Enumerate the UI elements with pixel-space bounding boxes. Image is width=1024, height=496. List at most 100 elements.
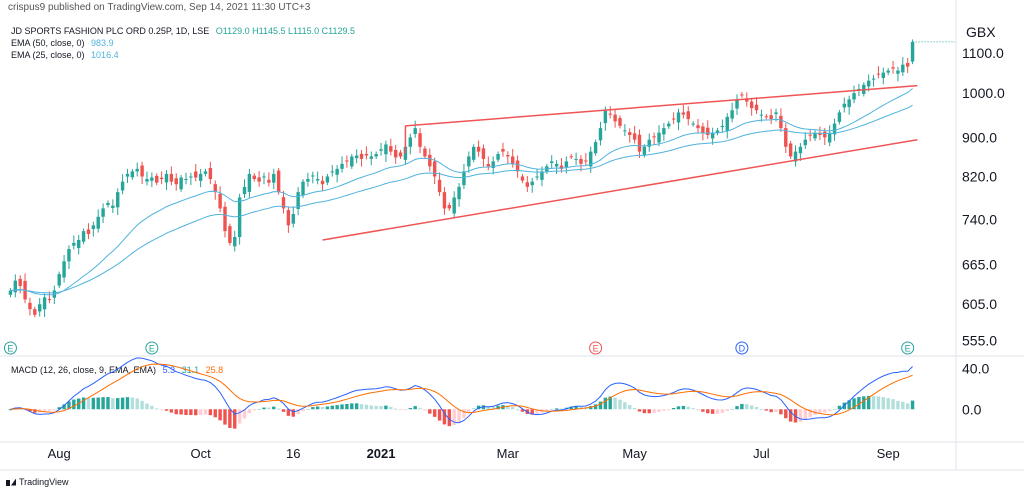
macd-histogram-bar	[96, 397, 100, 410]
macd-histogram-bar	[774, 409, 778, 413]
macd-histogram-bar	[696, 409, 700, 411]
event-marker[interactable]	[3, 341, 17, 355]
macd-histogram-bar	[33, 409, 37, 413]
macd-histogram-bar	[779, 409, 783, 415]
macd-histogram-bar	[286, 409, 291, 416]
candle-body	[291, 213, 295, 224]
event-marker[interactable]	[589, 341, 603, 355]
candle-body	[354, 155, 359, 159]
publisher-header: crispus9 published on TradingView.com, S…	[8, 2, 311, 13]
ema25-legend: EMA (25, close, 0) 1016.4	[11, 50, 119, 60]
candle-body	[905, 62, 910, 67]
candle-body	[252, 175, 256, 180]
candle-body	[701, 126, 705, 133]
candle-body	[759, 114, 764, 116]
ema50-legend: EMA (50, close, 0) 983.9	[11, 38, 114, 48]
candle-body	[203, 171, 208, 174]
candle-body	[618, 117, 622, 126]
currency-label[interactable]: GBX	[964, 24, 998, 40]
candle-body	[715, 130, 720, 133]
candle-body	[462, 171, 466, 186]
macd-histogram-bar	[701, 409, 705, 412]
macd-histogram-bar	[749, 405, 754, 410]
candle-body	[335, 168, 339, 175]
macd-histogram-bar	[462, 409, 466, 418]
candle-body	[530, 181, 534, 186]
candle-body	[754, 104, 759, 111]
candle-body	[184, 179, 188, 181]
candle-body	[320, 180, 325, 185]
trendlines[interactable]	[322, 84, 918, 241]
candle-body	[574, 158, 578, 160]
candle-body	[62, 261, 66, 278]
candle-body	[413, 128, 417, 135]
macd-histogram-bar	[662, 409, 666, 411]
macd-histogram-bar	[642, 409, 647, 414]
candle-body	[286, 210, 291, 226]
macd-histogram-bar	[530, 409, 534, 415]
macd-histogram-bar	[691, 408, 695, 410]
candle-body	[535, 176, 539, 178]
candle-body	[164, 173, 169, 183]
candle-body	[471, 146, 476, 160]
candle-body	[706, 127, 710, 136]
macd-histogram-bar	[784, 409, 788, 419]
macd-histogram-bar	[325, 406, 330, 410]
macd-histogram-bar	[593, 404, 598, 410]
candle-body	[96, 216, 100, 229]
candle-body	[135, 168, 139, 172]
macd-histogram-bar	[628, 405, 632, 410]
tradingview-brand[interactable]: TradingView	[6, 477, 69, 487]
macd-histogram-bar	[632, 407, 637, 410]
time-tick-label: Sep	[877, 446, 900, 461]
candle-body	[437, 179, 442, 193]
macd-histogram-bar	[257, 409, 261, 411]
candle-body	[159, 177, 164, 180]
brand-text: TradingView	[19, 477, 69, 487]
macd-histogram-bar	[145, 403, 149, 410]
macd-histogram-bar	[832, 408, 837, 410]
macd-histogram-bar	[886, 398, 890, 410]
macd-label: MACD (12, 26, close, 9, EMA, EMA)	[11, 365, 157, 375]
macd-histogram-bar	[247, 409, 252, 414]
ema50-value: 983.9	[91, 38, 114, 48]
macd-histogram-bar	[393, 408, 398, 410]
candle-body	[262, 176, 266, 178]
candle-body	[881, 72, 886, 78]
event-marker[interactable]	[145, 341, 159, 355]
macd-histogram-bar	[515, 409, 520, 411]
candle-body	[486, 163, 491, 167]
candle-body	[501, 149, 505, 152]
candle-body	[491, 161, 495, 169]
candle-body	[681, 112, 686, 115]
event-marker[interactable]	[901, 341, 915, 355]
candle-body	[301, 181, 305, 196]
macd-histogram-bar	[81, 397, 86, 410]
price-tick-label: 605.0	[962, 296, 997, 312]
macd-tick-label: 40.0	[962, 360, 989, 376]
candle-body	[418, 133, 422, 147]
candle-body	[208, 168, 213, 180]
candle-body	[564, 161, 569, 168]
candle-body	[169, 173, 174, 182]
price-tick-label: 665.0	[962, 257, 997, 273]
macd-histogram-bar	[62, 404, 66, 410]
macd-histogram-bar	[252, 409, 256, 411]
candle-body	[28, 302, 32, 310]
macd-histogram-bar	[330, 405, 334, 410]
candle-body	[101, 208, 105, 217]
candle-body	[745, 98, 749, 102]
candle-body	[189, 176, 193, 178]
candle-body	[384, 144, 388, 155]
macd-histogram-bar	[554, 408, 559, 410]
macd-histogram-bar	[384, 405, 388, 410]
macd-histogram-bar	[213, 409, 217, 418]
macd-histogram-bar	[23, 409, 27, 411]
macd-histogram-bar	[818, 409, 822, 414]
macd-value: 5.3	[162, 365, 176, 375]
candle-body	[359, 153, 364, 159]
event-marker[interactable]	[735, 341, 749, 355]
candle-body	[506, 154, 510, 157]
